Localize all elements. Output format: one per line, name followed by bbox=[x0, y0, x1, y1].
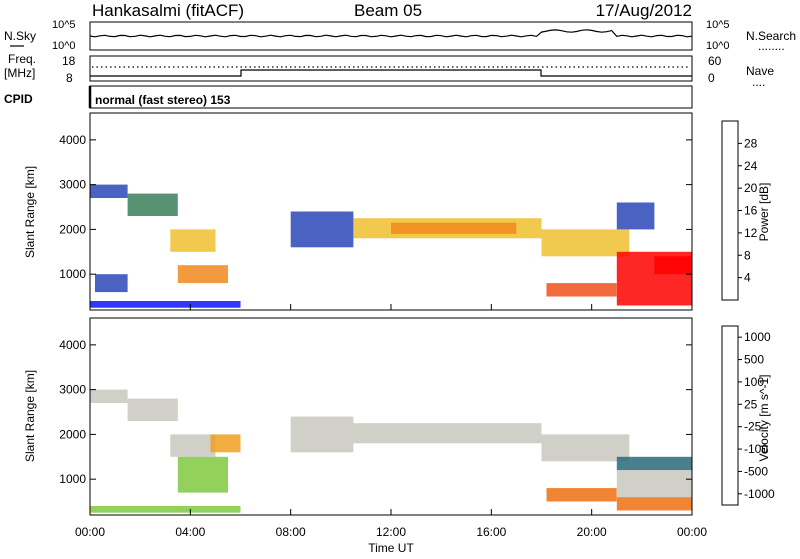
velocity-echo-region bbox=[616, 470, 693, 498]
power-ytick-label: 4000 bbox=[59, 133, 86, 147]
velocity-ytick-label: 1000 bbox=[59, 472, 86, 486]
nsky-label: N.Sky bbox=[4, 29, 36, 43]
power-echo-region bbox=[391, 222, 517, 234]
freq-tick-18: 18 bbox=[62, 54, 76, 68]
nsearch-legend: ........ bbox=[758, 39, 785, 53]
freq-panel: Freq. [MHz] 18 8 60 0 Nave .... CPID bbox=[4, 52, 774, 106]
velocity-echo-region bbox=[90, 389, 128, 403]
velocity-cbar-label: Velocity [m s^-1] bbox=[757, 375, 771, 462]
noise-tick-high: 10^5 bbox=[52, 19, 76, 31]
power-echo-region bbox=[616, 202, 655, 230]
power-colorbar-tick: 8 bbox=[744, 248, 751, 262]
velocity-colorbar-tick: 1000 bbox=[744, 330, 771, 344]
freq-unit: [MHz] bbox=[4, 66, 35, 80]
station-title: Hankasalmi (fitACF) bbox=[92, 1, 244, 20]
velocity-echo-region bbox=[616, 456, 693, 471]
time-tick-label: 00:00 bbox=[677, 525, 707, 539]
power-colorbar: Power [dB] 4 8 12 16 20 24 28 bbox=[721, 120, 771, 301]
time-tick-label: 00:00 bbox=[75, 525, 105, 539]
power-colorbar-tick: 4 bbox=[744, 271, 751, 285]
velocity-ylabel: Slant Range [km] bbox=[23, 370, 37, 462]
velocity-echo-region bbox=[127, 398, 178, 421]
velocity-colorbar-tick: 500 bbox=[744, 353, 764, 367]
nave-label: Nave bbox=[746, 64, 774, 78]
power-ytick-label: 3000 bbox=[59, 178, 86, 192]
power-echo-region bbox=[546, 283, 617, 297]
power-echo-region bbox=[95, 274, 128, 293]
power-echo-region bbox=[90, 301, 241, 308]
noise-panel: N.Sky 10^5 10^0 10^5 10^0 N.Search .....… bbox=[4, 19, 796, 53]
velocity-echo-region bbox=[546, 488, 617, 502]
cpid-mode: normal (fast stereo) 153 bbox=[95, 93, 231, 107]
time-tick-label: 08:00 bbox=[276, 525, 306, 539]
velocity-echo-region bbox=[170, 434, 216, 457]
velocity-echo-region bbox=[210, 434, 241, 453]
nsearch-label: N.Search bbox=[746, 29, 796, 43]
velocity-echo-region bbox=[177, 456, 228, 493]
nave-tick-0: 0 bbox=[708, 71, 715, 85]
date-title: 17/Aug/2012 bbox=[596, 1, 692, 20]
time-axis: Time UT 00:00 04:00 08:00 12:00 16:00 20:00 00… bbox=[75, 304, 707, 555]
velocity-echo-region bbox=[616, 497, 693, 511]
cpid-label: CPID bbox=[4, 92, 33, 106]
beam-title: Beam 05 bbox=[354, 1, 422, 20]
power-echo-region bbox=[541, 229, 630, 257]
noise-tick-low: 10^0 bbox=[52, 40, 76, 52]
velocity-echo-region bbox=[353, 423, 542, 444]
power-cbar-label: Power [dB] bbox=[757, 183, 771, 242]
cpid-panel: normal (fast stereo) 153 bbox=[88, 85, 693, 109]
time-tick-label: 12:00 bbox=[376, 525, 406, 539]
nsky-trace bbox=[89, 29, 693, 38]
velocity-colorbar-tick: 25 bbox=[744, 397, 758, 411]
power-ylabel: Slant Range [km] bbox=[23, 166, 37, 258]
velocity-colorbar-tick: -1000 bbox=[744, 487, 775, 501]
freq-label: Freq. bbox=[8, 52, 36, 66]
power-echo-region bbox=[654, 256, 692, 275]
power-colorbar-tick: 28 bbox=[744, 136, 758, 150]
power-colorbar-tick: 16 bbox=[744, 204, 758, 218]
power-panel: Slant Range [km] 1000 2000 3000 4000 bbox=[23, 112, 693, 311]
velocity-panel: Slant Range [km] 1000 2000 3000 4000 bbox=[23, 317, 693, 516]
velocity-colorbar-tick: 100 bbox=[744, 375, 764, 389]
velocity-colorbar: Velocity [m s^-1] 1000 500 100 25 -25 -100 -50… bbox=[721, 325, 775, 506]
power-colorbar-tick: 20 bbox=[744, 181, 758, 195]
power-echo-region bbox=[177, 265, 228, 284]
power-ytick-label: 2000 bbox=[59, 222, 86, 236]
power-colorbar-tick: 12 bbox=[744, 226, 758, 240]
power-echo-region bbox=[290, 211, 354, 248]
freq-trace bbox=[90, 69, 692, 77]
noise-tick-high-right: 10^5 bbox=[706, 19, 730, 31]
velocity-colorbar-tick: -500 bbox=[744, 464, 768, 478]
time-axis-label: Time UT bbox=[368, 541, 414, 554]
time-tick-label: 04:00 bbox=[175, 525, 205, 539]
velocity-echo-region bbox=[290, 416, 354, 453]
nave-legend: .... bbox=[752, 75, 765, 89]
power-echo-region bbox=[170, 229, 216, 252]
time-tick-label: 20:00 bbox=[577, 525, 607, 539]
power-ytick-label: 1000 bbox=[59, 267, 86, 281]
velocity-colorbar-tick: -100 bbox=[744, 442, 768, 456]
power-colorbar-tick: 24 bbox=[744, 159, 758, 173]
noise-tick-low-right: 10^0 bbox=[706, 40, 730, 52]
time-tick-label: 16:00 bbox=[476, 525, 506, 539]
freq-tick-8: 8 bbox=[66, 71, 73, 85]
nave-tick-60: 60 bbox=[708, 54, 722, 68]
power-echo-region bbox=[90, 184, 128, 198]
velocity-echo-region bbox=[90, 506, 241, 513]
velocity-echo-region bbox=[541, 434, 630, 462]
velocity-ytick-label: 2000 bbox=[59, 427, 86, 441]
velocity-colorbar-tick: -25 bbox=[744, 420, 762, 434]
velocity-ytick-label: 3000 bbox=[59, 383, 86, 397]
power-echo-region bbox=[127, 193, 178, 216]
velocity-ytick-label: 4000 bbox=[59, 338, 86, 352]
